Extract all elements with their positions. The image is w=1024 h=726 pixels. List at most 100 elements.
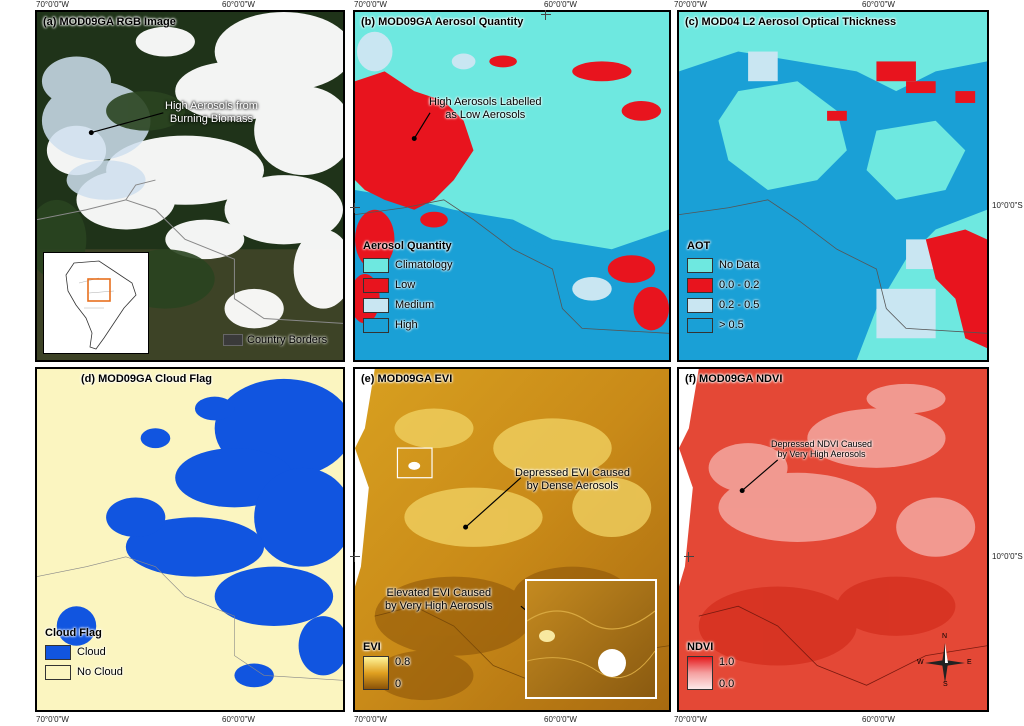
evi-legend: EVI 0.8 0	[363, 641, 410, 690]
ndvi-map	[679, 369, 987, 710]
right-lat-10-bottom: 10°0'0"S	[992, 552, 1023, 561]
swatch-aot-low	[687, 277, 713, 293]
legend-item-no-data: No Data	[687, 255, 759, 275]
legend-item-no-cloud: No Cloud	[45, 662, 123, 682]
ndvi-legend-min: 0.0	[719, 678, 735, 690]
aot-map	[679, 12, 987, 360]
legend-label-climatology: Climatology	[395, 259, 453, 271]
panel-f-annotation: Depressed NDVI Caused by Very High Aeros…	[771, 439, 873, 459]
legend-item-low: Low	[363, 275, 452, 295]
country-borders-swatch	[223, 334, 243, 346]
legend-item-medium: Medium	[363, 295, 452, 315]
cloud-flag-legend: Cloud Flag Cloud No Cloud	[45, 627, 123, 682]
evi-map	[355, 369, 669, 710]
panel-aerosol-quantity: (b) MOD09GA Aerosol Quantity High Aeroso…	[353, 10, 671, 362]
legend-label-aot-high: > 0.5	[719, 319, 744, 331]
evi-color-ramp	[363, 656, 389, 690]
grid-cross-d	[684, 552, 694, 562]
rgb-image-map	[37, 12, 343, 360]
evi-legend-max: 0.8	[395, 656, 411, 668]
legend-item-aot-low: 0.0 - 0.2	[687, 275, 759, 295]
ndvi-legend-title: NDVI	[687, 641, 714, 653]
panel-a-annotation: High Aerosols from Burning Biomass	[165, 100, 258, 125]
right-lat-10-top: 10°0'0"S	[992, 201, 1023, 210]
legend-item-high: High	[363, 315, 452, 335]
swatch-climatology	[363, 257, 389, 273]
swatch-low	[363, 277, 389, 293]
panel-ndvi: (f) MOD09GA NDVI Depressed NDVI Caused b…	[677, 367, 989, 712]
top-lon-60-mid: 60°0'0"W	[544, 0, 577, 9]
top-lon-70-mid: 70°0'0"W	[354, 0, 387, 9]
panel-c-title: (c) MOD04 L2 Aerosol Optical Thickness	[685, 16, 897, 28]
legend-label-medium: Medium	[395, 299, 435, 311]
panel-rgb-image: (a) MOD09GA RGB Image High Aerosols from…	[35, 10, 345, 362]
evi-zoom-inset	[525, 579, 657, 699]
aerosol-quantity-legend: Aerosol Quantity Climatology Low Medium …	[363, 240, 452, 335]
legend-label-no-data: No Data	[719, 259, 760, 271]
country-borders-legend: Country Borders	[223, 334, 327, 346]
evi-zoom-inset-image	[526, 610, 656, 679]
legend-label-high: High	[395, 319, 418, 331]
swatch-no-data	[687, 257, 713, 273]
ndvi-legend: NDVI 1.0 0.0	[687, 641, 734, 690]
evi-legend-min: 0	[395, 678, 402, 690]
bottom-lon-70-right: 70°0'0"W	[674, 715, 707, 724]
panel-d-title: (d) MOD09GA Cloud Flag	[81, 373, 212, 385]
compass-w: W	[917, 659, 924, 666]
bottom-lon-60-mid: 60°0'0"W	[544, 715, 577, 724]
evi-legend-title: EVI	[363, 641, 381, 653]
swatch-no-cloud	[45, 664, 71, 680]
legend-item-climatology: Climatology	[363, 255, 452, 275]
swatch-high	[363, 317, 389, 333]
swatch-cloud	[45, 644, 71, 660]
north-arrow-compass: N S W E	[917, 633, 973, 689]
legend-label-low: Low	[395, 279, 416, 291]
ndvi-legend-max: 1.0	[719, 656, 735, 668]
panel-a-title: (a) MOD09GA RGB Image	[43, 16, 176, 28]
aot-legend-title: AOT	[687, 240, 711, 252]
top-lon-70-right: 70°0'0"W	[674, 0, 707, 9]
ndvi-color-ramp	[687, 656, 713, 690]
panel-e-annotation-elevated: Elevated EVI Caused by Very High Aerosol…	[385, 587, 493, 612]
top-lon-60-left: 60°0'0"W	[222, 0, 255, 9]
legend-item-cloud: Cloud	[45, 642, 123, 662]
legend-item-aot-mid: 0.2 - 0.5	[687, 295, 759, 315]
panel-e-annotation-depressed: Depressed EVI Caused by Dense Aerosols	[515, 467, 630, 492]
panel-evi: (e) MOD09GA EVI Depressed EVI Caused by …	[353, 367, 671, 712]
panel-b-title: (b) MOD09GA Aerosol Quantity	[361, 16, 524, 28]
legend-label-no-cloud: No Cloud	[77, 666, 123, 678]
compass-e: E	[967, 659, 972, 666]
grid-cross-b	[541, 10, 551, 20]
panel-f-title: (f) MOD09GA NDVI	[685, 373, 783, 385]
top-lon-60-right: 60°0'0"W	[862, 0, 895, 9]
cloud-flag-map	[37, 369, 343, 710]
bottom-lon-70-left: 70°0'0"W	[36, 715, 69, 724]
panel-b-annotation: High Aerosols Labelled as Low Aerosols	[429, 96, 542, 121]
south-america-inset	[65, 260, 137, 350]
grid-cross-c	[350, 552, 360, 562]
top-lon-70-left: 70°0'0"W	[36, 0, 69, 9]
swatch-medium	[363, 297, 389, 313]
legend-label-aot-low: 0.0 - 0.2	[719, 279, 760, 291]
aot-legend: AOT No Data 0.0 - 0.2 0.2 - 0.5 > 0.5	[687, 240, 759, 335]
legend-label-aot-mid: 0.2 - 0.5	[719, 299, 760, 311]
bottom-lon-70-mid: 70°0'0"W	[354, 715, 387, 724]
bottom-lon-60-right: 60°0'0"W	[862, 715, 895, 724]
grid-cross-a	[350, 203, 360, 213]
panel-aot: (c) MOD04 L2 Aerosol Optical Thickness A…	[677, 10, 989, 362]
panel-e-title: (e) MOD09GA EVI	[361, 373, 453, 385]
compass-n: N	[942, 633, 948, 640]
aerosol-quantity-map	[355, 12, 669, 360]
cloud-flag-legend-title: Cloud Flag	[45, 627, 102, 639]
swatch-aot-high	[687, 317, 713, 333]
compass-s: S	[943, 681, 948, 688]
bottom-lon-60-left: 60°0'0"W	[222, 715, 255, 724]
aerosol-quantity-legend-title: Aerosol Quantity	[363, 240, 452, 252]
country-borders-label: Country Borders	[247, 334, 328, 346]
panel-cloud-flag: (d) MOD09GA Cloud Flag Cloud Flag Cloud …	[35, 367, 345, 712]
swatch-aot-mid	[687, 297, 713, 313]
legend-item-aot-high: > 0.5	[687, 315, 759, 335]
legend-label-cloud: Cloud	[77, 646, 106, 658]
locator-inset-map	[43, 252, 149, 354]
compass-icon	[925, 643, 965, 683]
